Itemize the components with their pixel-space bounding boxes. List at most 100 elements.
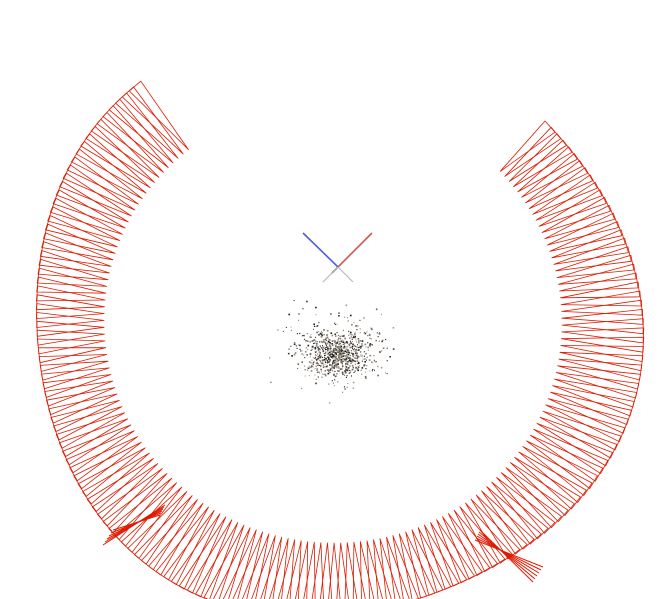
cloud-point <box>347 353 349 355</box>
camera-frustum <box>260 536 283 599</box>
cloud-point <box>321 359 324 362</box>
cloud-point <box>327 361 329 363</box>
cloud-point <box>293 300 295 302</box>
cloud-point <box>328 339 330 341</box>
cloud-point <box>308 361 311 363</box>
cloud-point <box>360 351 362 353</box>
cloud-point <box>386 360 388 362</box>
cloud-point <box>355 354 358 357</box>
cloud-point <box>329 360 331 362</box>
cloud-point <box>347 342 349 344</box>
cloud-point <box>285 326 287 328</box>
camera-frustum <box>49 197 123 235</box>
cloud-point <box>315 336 317 338</box>
cloud-point <box>352 349 354 351</box>
cloud-point <box>314 368 316 370</box>
cloud-point <box>335 346 337 348</box>
cloud-point <box>344 388 346 390</box>
cloud-point <box>327 352 329 354</box>
cloud-point <box>345 376 347 378</box>
cloud-point <box>340 355 342 357</box>
camera-frustum <box>560 290 642 307</box>
cloud-point <box>313 361 315 363</box>
cloud-point <box>313 323 315 326</box>
camera-frustum <box>35 294 105 311</box>
cloud-point <box>337 346 339 348</box>
cloud-point <box>329 348 331 350</box>
camera-frustum <box>39 360 109 381</box>
cloud-point <box>315 362 318 365</box>
cloud-point <box>356 341 358 343</box>
cloud-point <box>329 363 331 365</box>
cloud-point <box>333 365 335 367</box>
cloud-point <box>340 358 343 361</box>
cloud-point <box>327 362 329 364</box>
cloud-point <box>357 363 359 365</box>
cloud-point <box>299 332 301 334</box>
cloud-point <box>350 346 352 348</box>
cloud-point <box>321 340 323 342</box>
cloud-point <box>385 372 387 374</box>
cloud-point <box>317 363 319 365</box>
cloud-point <box>334 366 336 368</box>
cloud-point <box>342 341 344 343</box>
camera-frustum <box>66 156 139 205</box>
cloud-point <box>338 351 341 354</box>
cloud-point <box>336 364 338 366</box>
camera-frustum <box>114 482 178 547</box>
cloud-point <box>324 361 326 363</box>
cloud-point <box>327 348 329 350</box>
cloud-point <box>347 349 349 351</box>
cloud-point <box>345 368 347 370</box>
cloud-point <box>301 353 303 355</box>
camera-frustum-edge <box>478 531 536 580</box>
cloud-point <box>361 360 363 362</box>
cloud-point <box>369 345 371 347</box>
cloud-point <box>357 369 359 372</box>
cloud-point <box>357 366 359 368</box>
camera-frustum <box>55 412 126 449</box>
cloud-point <box>339 335 341 337</box>
cloud-point <box>371 361 373 363</box>
cloud-point <box>326 366 328 368</box>
cloud-point <box>320 362 322 364</box>
cloud-point <box>323 340 326 342</box>
cloud-point <box>346 363 348 365</box>
cloud-point <box>371 370 373 372</box>
camera-frustum <box>509 462 575 516</box>
cloud-point <box>343 351 345 353</box>
cloud-point <box>345 358 347 360</box>
cloud-point <box>365 371 367 373</box>
cloud-point <box>324 346 326 348</box>
cloud-point <box>310 336 312 338</box>
cloud-point <box>350 360 352 362</box>
camera-frustum <box>557 365 641 390</box>
cloud-point <box>325 343 327 345</box>
camera-frustum <box>499 120 556 172</box>
cloud-point <box>357 325 359 327</box>
cloud-point <box>369 370 371 372</box>
cloud-point <box>330 355 332 357</box>
cloud-point <box>331 334 334 337</box>
cloud-point <box>347 383 349 385</box>
cloud-point <box>331 353 333 355</box>
cloud-point <box>337 370 339 372</box>
cloud-point <box>322 345 324 347</box>
camera-frustum <box>90 118 160 178</box>
cloud-point <box>315 352 317 354</box>
camera-frustum <box>539 416 618 459</box>
cloud-point <box>319 348 321 351</box>
cloud-point <box>350 362 352 364</box>
cloud-point <box>392 348 395 350</box>
cloud-point <box>322 347 324 349</box>
cloud-point <box>335 359 337 361</box>
cloud-point <box>356 357 359 359</box>
camera-frustum <box>80 133 151 189</box>
cloud-point <box>325 361 327 363</box>
cloud-point <box>301 350 303 352</box>
cloud-point <box>352 364 354 366</box>
camera-frustum <box>47 206 121 241</box>
cloud-point <box>332 357 334 359</box>
